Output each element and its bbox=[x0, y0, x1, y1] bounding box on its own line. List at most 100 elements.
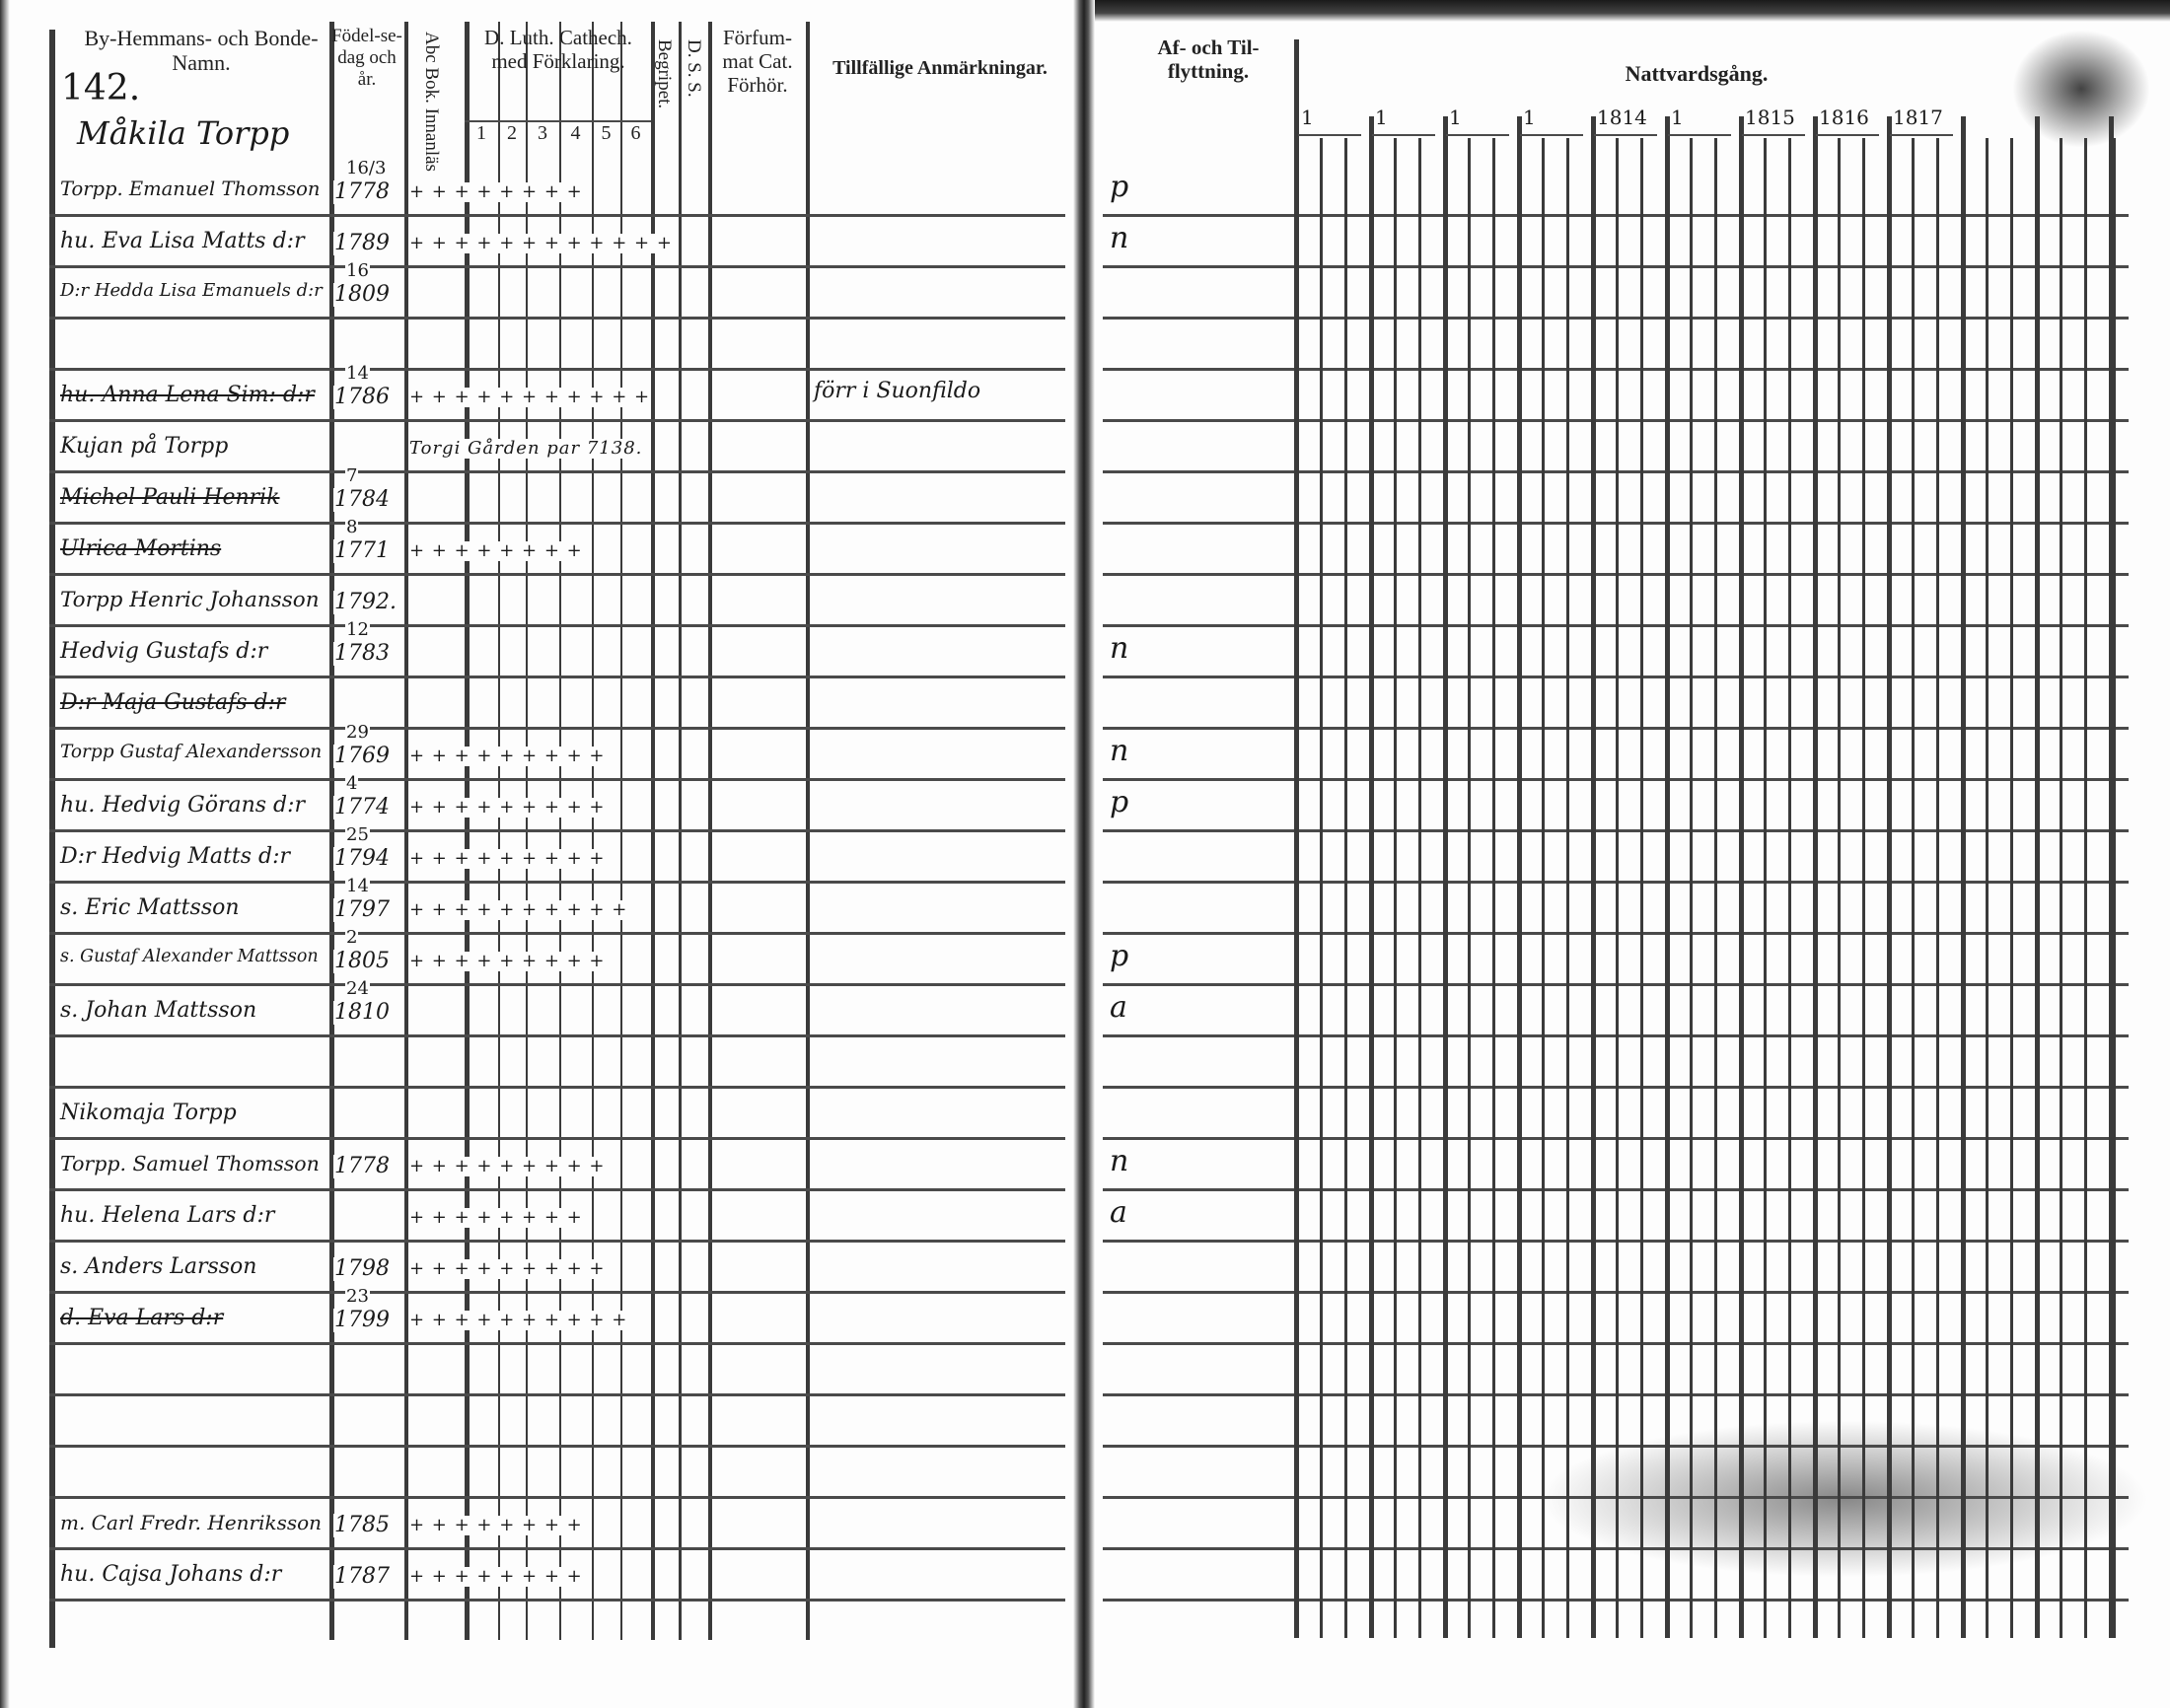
subheader-rule bbox=[465, 120, 651, 122]
person-name: hu. Eva Lisa Matts d:r bbox=[59, 229, 306, 254]
person-name: d. Eva Lars d:r bbox=[59, 1306, 225, 1331]
row-rule bbox=[49, 470, 1065, 473]
year-underline bbox=[1372, 134, 1435, 136]
person-name: Torpp Henric Johansson bbox=[59, 588, 321, 612]
column-rule bbox=[1640, 138, 1643, 1638]
person-name: hu. Helena Lars d:r bbox=[59, 1203, 276, 1229]
catechism-part-number: 2 bbox=[507, 122, 517, 144]
catechism-marks: + + + + + + + + + bbox=[408, 1156, 607, 1176]
row-rule bbox=[49, 829, 1065, 832]
column-rule bbox=[2010, 138, 2013, 1638]
farm-heading: Måkila Torpp bbox=[77, 114, 290, 152]
birth-day: 7 bbox=[345, 465, 359, 486]
row-rule bbox=[49, 1240, 1065, 1243]
row-rule bbox=[49, 983, 1065, 986]
column-rule bbox=[1936, 138, 1939, 1638]
table-row: hu. Eva Lisa Matts d:r 1789 + + + + + + + … bbox=[0, 214, 1075, 265]
catechism-marks: + + + + + + + + + + + bbox=[408, 387, 652, 407]
column-rule bbox=[49, 30, 55, 1648]
catechism-part-number: 4 bbox=[570, 122, 581, 144]
ink-stain bbox=[1539, 1420, 2150, 1578]
year-underline bbox=[1446, 134, 1509, 136]
person-name: s. Eric Mattsson bbox=[59, 895, 241, 921]
column-rule bbox=[1986, 138, 1989, 1638]
column-rule bbox=[2084, 138, 2087, 1638]
catechism-marks: Torgi Gården par 7138. bbox=[408, 438, 644, 459]
column-rule bbox=[1394, 138, 1397, 1638]
catechism-marks: + + + + + + + + + bbox=[408, 1258, 607, 1279]
row-rule bbox=[49, 624, 1065, 627]
row-rule bbox=[49, 214, 1065, 217]
table-row: s. Gustaf Alexander Mattsson 2 1805 + + + +… bbox=[0, 928, 1075, 983]
column-rule bbox=[1320, 138, 1323, 1638]
birth-year: 1785 bbox=[333, 1513, 391, 1538]
catechism-marks: + + + + + + + + bbox=[408, 181, 584, 202]
table-row: Torpp Henric Johansson 1792. bbox=[0, 573, 1075, 624]
catechism-marks: + + + + + + + + + + bbox=[408, 899, 629, 920]
table-row: hu. Helena Lars d:r + + + + + + + + bbox=[0, 1188, 1075, 1240]
table-row: Torpp. Emanuel Thomsson 16/3 1778 + + + + +… bbox=[0, 159, 1075, 214]
column-rule bbox=[2035, 116, 2040, 1638]
remark: förr i Suonfildo bbox=[813, 379, 982, 404]
catechism-part-number: 6 bbox=[630, 122, 641, 144]
header-birth: Födel-se-dag och år. bbox=[331, 26, 402, 90]
catechism-marks: + + + + + + + + bbox=[408, 1515, 584, 1535]
row-rule bbox=[49, 1137, 1065, 1140]
catechism-marks: + + + + + + + + + + bbox=[408, 1310, 629, 1330]
table-row: s. Johan Mattsson 24 1810 bbox=[0, 979, 1075, 1034]
row-rule bbox=[49, 419, 1065, 422]
year-underline bbox=[1742, 134, 1805, 136]
person-name: Michel Pauli Henrik bbox=[59, 485, 281, 511]
header-forsummat: Förfum-mat Cat. Förhör. bbox=[722, 26, 793, 98]
table-row bbox=[0, 1393, 1075, 1445]
row-rule bbox=[49, 265, 1065, 268]
communion-year-label: 1815 bbox=[1744, 106, 1796, 129]
column-rule bbox=[1714, 138, 1717, 1638]
column-rule bbox=[1690, 138, 1693, 1638]
column-rule bbox=[1961, 116, 1966, 1638]
birth-day: 16/3 bbox=[345, 158, 388, 178]
birth-year: 1778 bbox=[333, 1154, 391, 1179]
year-underline bbox=[1594, 134, 1657, 136]
row-rule bbox=[49, 1034, 1065, 1037]
birth-year: 1786 bbox=[333, 385, 391, 410]
person-name: Torpp. Emanuel Thomsson bbox=[59, 178, 322, 200]
column-rule bbox=[1369, 116, 1374, 1638]
year-underline bbox=[1668, 134, 1731, 136]
birth-year: 1783 bbox=[333, 641, 391, 667]
column-rule bbox=[1739, 116, 1744, 1638]
birth-day: 25 bbox=[345, 824, 370, 845]
communion-year-label: 1816 bbox=[1818, 106, 1870, 129]
birth-day: 2 bbox=[345, 927, 359, 948]
catechism-marks: + + + + + + + + + + + + bbox=[408, 233, 674, 253]
row-rule bbox=[49, 778, 1065, 781]
column-rule bbox=[1294, 39, 1299, 1638]
table-row: D:r Maja Gustafs d:r bbox=[0, 676, 1075, 727]
birth-day: 29 bbox=[345, 722, 370, 743]
year-underline bbox=[1890, 134, 1953, 136]
column-rule bbox=[1418, 138, 1421, 1638]
catechism-marks: + + + + + + + + bbox=[408, 1207, 584, 1228]
birth-year: 1798 bbox=[333, 1256, 391, 1282]
table-row: s. Eric Mattsson 14 1797 + + + + + + + + + … bbox=[0, 877, 1075, 932]
column-rule bbox=[1591, 116, 1596, 1638]
column-rule bbox=[1542, 138, 1545, 1638]
header-communion: Nattvardsgång. bbox=[1625, 61, 1769, 86]
column-rule bbox=[1468, 138, 1471, 1638]
column-rule bbox=[1862, 138, 1865, 1638]
column-rule bbox=[1517, 116, 1522, 1638]
table-row: hu. Hedvig Görans d:r 4 1774 + + + + + + + … bbox=[0, 774, 1075, 829]
birth-year: 1799 bbox=[333, 1308, 391, 1333]
birth-day: 4 bbox=[345, 773, 359, 794]
birth-year: 1771 bbox=[333, 538, 391, 564]
person-name: s. Anders Larsson bbox=[59, 1254, 258, 1280]
row-rule bbox=[49, 1445, 1065, 1448]
column-rule bbox=[1838, 138, 1841, 1638]
person-name: Nikomaja Torpp bbox=[59, 1101, 238, 1126]
row-rule bbox=[49, 932, 1065, 935]
birth-day: 23 bbox=[345, 1286, 370, 1307]
moving-mark: n bbox=[1109, 734, 1130, 768]
birth-year: 1805 bbox=[333, 949, 391, 974]
column-rule bbox=[1912, 138, 1915, 1638]
birth-year: 1787 bbox=[333, 1564, 391, 1590]
